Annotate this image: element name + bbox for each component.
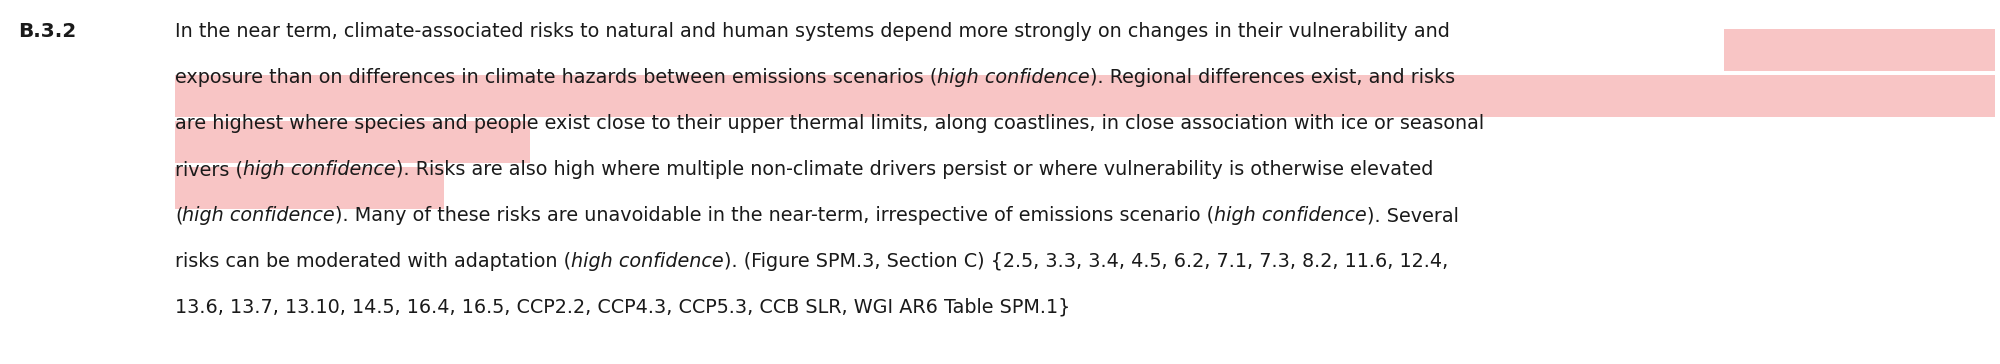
Text: (: (: [176, 206, 182, 225]
Text: ). Many of these risks are unavoidable in the near-term, irrespective of emissio: ). Many of these risks are unavoidable i…: [336, 206, 1214, 225]
Text: rivers (: rivers (: [176, 160, 242, 179]
Text: high confidence: high confidence: [938, 68, 1090, 87]
Text: high confidence: high confidence: [242, 160, 396, 179]
Text: high confidence: high confidence: [182, 206, 336, 225]
Text: ). Risks are also high where multiple non-climate drivers persist or where vulne: ). Risks are also high where multiple no…: [396, 160, 1432, 179]
Text: In the near term, climate-associated risks to natural and human systems depend m: In the near term, climate-associated ris…: [176, 22, 1450, 41]
Text: B.3.2: B.3.2: [18, 22, 76, 41]
Text: exposure than on differences in climate hazards between emissions scenarios (: exposure than on differences in climate …: [176, 68, 938, 87]
Text: ). Regional differences exist, and risks: ). Regional differences exist, and risks: [1090, 68, 1456, 87]
Text: 13.6, 13.7, 13.10, 14.5, 16.4, 16.5, CCP2.2, CCP4.3, CCP5.3, CCB SLR, WGI AR6 Ta: 13.6, 13.7, 13.10, 14.5, 16.4, 16.5, CCP…: [176, 298, 1070, 317]
Bar: [176, 167, 444, 209]
Bar: [176, 75, 1996, 117]
Text: ). (Figure SPM.3, Section C) {2.5, 3.3, 3.4, 4.5, 6.2, 7.1, 7.3, 8.2, 11.6, 12.4: ). (Figure SPM.3, Section C) {2.5, 3.3, …: [724, 252, 1448, 271]
Text: high confidence: high confidence: [1214, 206, 1366, 225]
Bar: [1724, 29, 1996, 71]
Text: ). Several: ). Several: [1366, 206, 1458, 225]
Text: high confidence: high confidence: [572, 252, 724, 271]
Text: are highest where species and people exist close to their upper thermal limits, : are highest where species and people exi…: [176, 114, 1484, 133]
Text: risks can be moderated with adaptation (: risks can be moderated with adaptation (: [176, 252, 572, 271]
Bar: [176, 121, 530, 163]
